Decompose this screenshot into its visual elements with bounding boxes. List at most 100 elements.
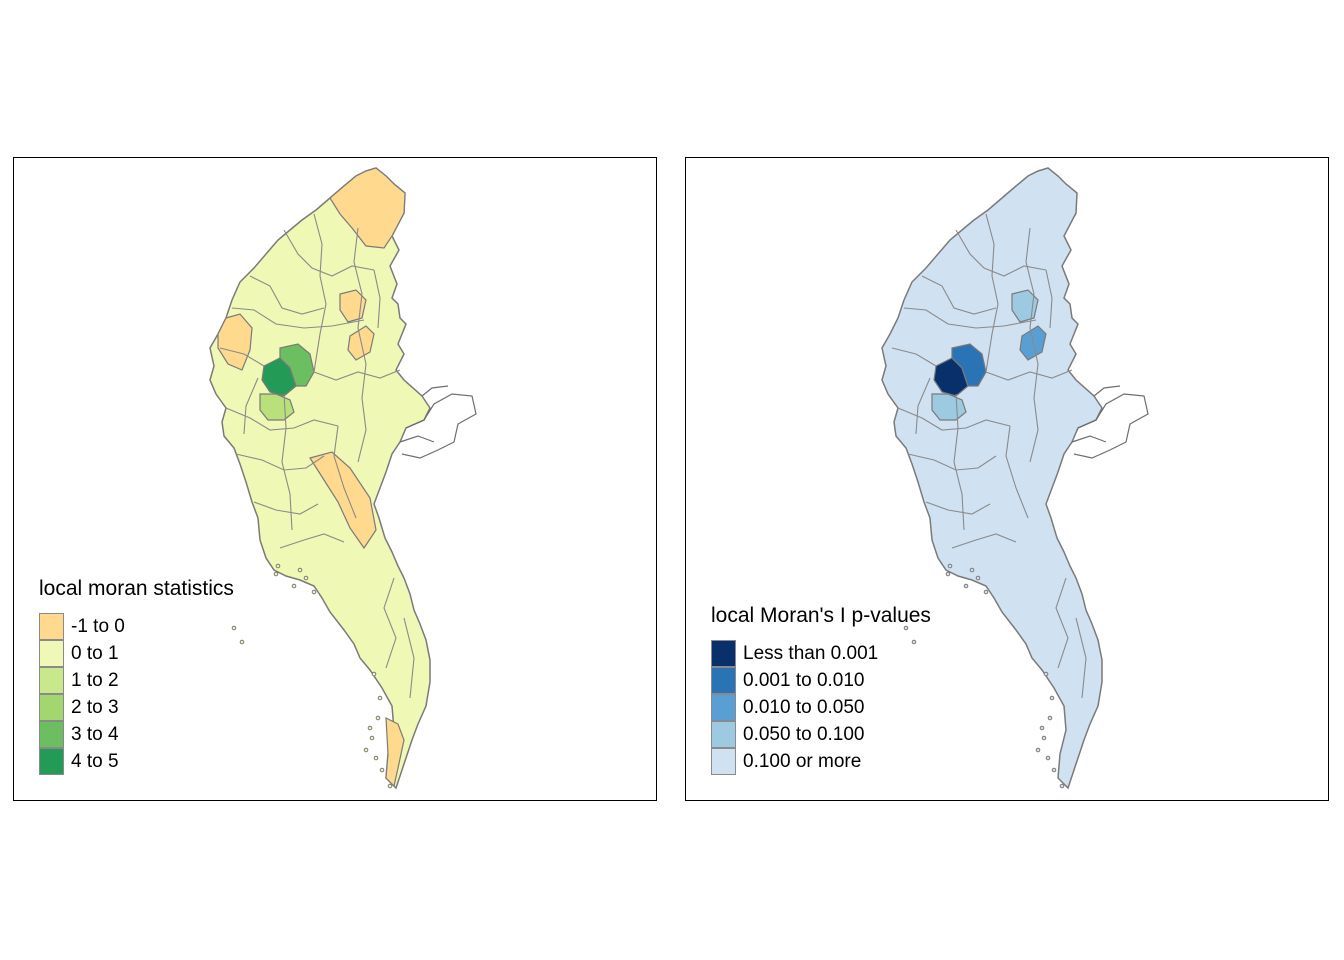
island (1041, 735, 1047, 741)
legend-item: 3 to 4 (39, 721, 234, 748)
island (291, 583, 297, 589)
unfilled-region-boundary (1073, 393, 1149, 459)
legend-item: 0.050 to 0.100 (711, 721, 931, 748)
region-boundary (1025, 227, 1039, 463)
region-boundary (281, 393, 293, 531)
legend-label: 3 to 4 (71, 723, 119, 745)
region-boundary (313, 369, 401, 381)
region-boundary (225, 407, 339, 431)
region-boundary (915, 377, 931, 435)
island (377, 695, 383, 701)
region-boundary (903, 307, 1037, 329)
legend-item: 1 to 2 (39, 667, 234, 694)
region-boundary (231, 307, 365, 329)
region-boundary (953, 393, 965, 531)
island (371, 671, 377, 677)
map-legend: local Moran's I p-values Less than 0.001… (711, 604, 931, 775)
island (947, 563, 953, 569)
island (969, 567, 975, 573)
region-boundary (921, 275, 997, 315)
region-boundary (951, 533, 1017, 549)
island (1039, 725, 1045, 731)
unfilled-region-boundary (421, 385, 449, 397)
map-legend: local moran statistics -1 to 0 0 to 1 1 to… (39, 577, 234, 775)
legend-swatch (39, 667, 64, 694)
legend-label: 0.100 or more (743, 750, 862, 772)
island (975, 575, 981, 581)
region-boundary (313, 213, 327, 373)
legend-title: local Moran's I p-values (711, 604, 931, 627)
region-boundary (985, 369, 1073, 381)
region-boundary (249, 275, 325, 315)
legend-swatch (39, 640, 64, 667)
island (311, 589, 317, 595)
legend-item: 0.010 to 0.050 (711, 694, 931, 721)
region-boundary (1005, 425, 1029, 519)
region-boundary (985, 213, 999, 373)
region-boundary (897, 407, 1011, 431)
legend-swatch (711, 694, 736, 721)
legend-swatch (39, 613, 64, 640)
island (275, 563, 281, 569)
legend-item: 0 to 1 (39, 640, 234, 667)
legend-swatch (711, 640, 736, 667)
island (375, 715, 381, 721)
island (945, 571, 951, 577)
legend-item: 4 to 5 (39, 748, 234, 775)
legend-swatch (711, 748, 736, 775)
region-boundary (891, 347, 937, 367)
region-boundary (243, 377, 259, 435)
island (963, 583, 969, 589)
country-outline (881, 167, 1103, 790)
legend-label: 2 to 3 (71, 696, 119, 718)
legend-item: 0.100 or more (711, 748, 931, 775)
island (1051, 767, 1057, 773)
legend-item: Less than 0.001 (711, 640, 931, 667)
region-tail (385, 717, 405, 788)
island (273, 571, 279, 577)
island (911, 639, 917, 645)
region-north (329, 167, 406, 249)
island (297, 567, 303, 573)
local-morans-p-values-map-panel: local Moran's I p-values Less than 0.001… (685, 157, 1329, 801)
legend-label: Less than 0.001 (743, 642, 879, 664)
island (239, 639, 245, 645)
region-boundary (219, 347, 265, 367)
legend-item: -1 to 0 (39, 613, 234, 640)
legend-items: -1 to 0 0 to 1 1 to 2 2 to 3 3 to 4 4 to 5 (39, 613, 234, 775)
region-boundary (333, 425, 357, 519)
legend-label: 0 to 1 (71, 642, 119, 664)
legend-swatch (39, 721, 64, 748)
island (379, 767, 385, 773)
island (1059, 783, 1065, 789)
legend-label: 0.010 to 0.050 (743, 696, 865, 718)
region-boundary (1045, 269, 1053, 329)
region-boundary (253, 501, 319, 515)
island (1049, 695, 1055, 701)
island (903, 625, 909, 631)
legend-label: 1 to 2 (71, 669, 119, 691)
unfilled-region-boundary (1093, 385, 1121, 397)
legend-label: 0.001 to 0.010 (743, 669, 865, 691)
region-central (951, 343, 987, 387)
legend-item: 0.001 to 0.010 (711, 667, 931, 694)
legend-swatch (711, 667, 736, 694)
island (1047, 715, 1053, 721)
unfilled-region-boundary (399, 435, 435, 443)
island (363, 747, 369, 753)
legend-swatch (711, 721, 736, 748)
island (369, 735, 375, 741)
region-boundary (353, 227, 367, 463)
region-south-east (309, 451, 377, 550)
island (303, 575, 309, 581)
region-boundary (403, 617, 415, 699)
island (1045, 755, 1051, 761)
region-boundary (279, 533, 345, 549)
country-map (881, 167, 1149, 790)
legend-item: 2 to 3 (39, 694, 234, 721)
legend-swatch (39, 748, 64, 775)
island (1035, 747, 1041, 753)
legend-title: local moran statistics (39, 577, 234, 600)
country-outline (209, 167, 431, 790)
region-boundary (373, 269, 381, 329)
